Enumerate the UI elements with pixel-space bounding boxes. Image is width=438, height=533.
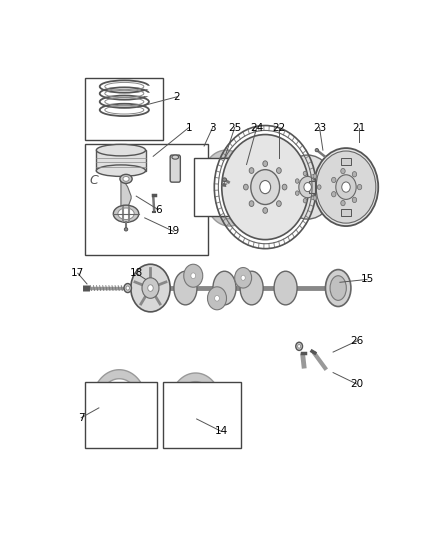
Ellipse shape — [276, 201, 281, 206]
Text: 3: 3 — [209, 123, 216, 133]
Ellipse shape — [313, 174, 317, 179]
Ellipse shape — [274, 271, 297, 305]
Ellipse shape — [235, 268, 252, 288]
Text: 22: 22 — [272, 123, 286, 133]
Text: 1: 1 — [186, 123, 192, 133]
Ellipse shape — [295, 179, 299, 183]
FancyBboxPatch shape — [170, 155, 180, 182]
Ellipse shape — [332, 177, 336, 183]
Ellipse shape — [263, 161, 268, 166]
Text: C: C — [89, 174, 98, 188]
Ellipse shape — [123, 176, 129, 181]
Ellipse shape — [249, 201, 254, 206]
FancyBboxPatch shape — [96, 150, 145, 171]
Ellipse shape — [332, 191, 336, 197]
Bar — [341, 158, 351, 165]
Ellipse shape — [317, 185, 321, 189]
Ellipse shape — [295, 191, 299, 196]
Polygon shape — [202, 150, 250, 179]
Ellipse shape — [352, 172, 357, 177]
Ellipse shape — [120, 174, 132, 183]
Ellipse shape — [244, 184, 248, 190]
Ellipse shape — [124, 228, 128, 231]
Text: 24: 24 — [250, 123, 263, 133]
Ellipse shape — [251, 169, 279, 205]
Polygon shape — [121, 179, 131, 215]
Text: 20: 20 — [350, 379, 364, 389]
Ellipse shape — [303, 198, 307, 203]
Ellipse shape — [213, 271, 236, 305]
Ellipse shape — [352, 197, 357, 203]
Bar — [163, 382, 241, 448]
Ellipse shape — [124, 284, 131, 293]
Bar — [85, 382, 156, 448]
Ellipse shape — [341, 200, 345, 206]
Ellipse shape — [357, 184, 362, 190]
Polygon shape — [170, 373, 221, 404]
Ellipse shape — [96, 165, 145, 176]
Polygon shape — [92, 414, 146, 447]
Ellipse shape — [96, 144, 145, 156]
Ellipse shape — [341, 168, 345, 174]
Ellipse shape — [336, 175, 356, 199]
Ellipse shape — [330, 276, 346, 301]
Ellipse shape — [342, 182, 350, 192]
Text: 14: 14 — [215, 426, 228, 437]
Ellipse shape — [223, 178, 226, 182]
Bar — [85, 144, 208, 255]
Ellipse shape — [313, 196, 317, 200]
Ellipse shape — [172, 155, 179, 159]
Ellipse shape — [131, 264, 170, 312]
Ellipse shape — [281, 155, 334, 219]
Ellipse shape — [263, 208, 268, 213]
Text: 6: 6 — [155, 205, 162, 215]
Ellipse shape — [148, 283, 155, 293]
Ellipse shape — [325, 270, 351, 306]
Polygon shape — [92, 370, 146, 402]
Bar — [85, 78, 163, 140]
Ellipse shape — [260, 181, 271, 193]
Ellipse shape — [316, 151, 376, 223]
Text: 26: 26 — [350, 336, 364, 346]
Polygon shape — [309, 181, 315, 193]
Ellipse shape — [241, 275, 245, 280]
Ellipse shape — [148, 285, 153, 292]
Ellipse shape — [276, 168, 281, 173]
Ellipse shape — [142, 278, 159, 298]
Ellipse shape — [174, 271, 197, 305]
Ellipse shape — [118, 208, 134, 220]
Text: 15: 15 — [360, 274, 374, 285]
Text: 2: 2 — [173, 92, 180, 102]
Polygon shape — [206, 197, 253, 226]
Ellipse shape — [314, 148, 378, 226]
Ellipse shape — [208, 287, 226, 310]
Text: 19: 19 — [167, 227, 180, 237]
Ellipse shape — [282, 184, 287, 190]
Ellipse shape — [249, 168, 254, 173]
Ellipse shape — [240, 271, 263, 305]
Ellipse shape — [191, 273, 196, 279]
Ellipse shape — [298, 344, 300, 348]
Ellipse shape — [299, 176, 317, 198]
Text: 17: 17 — [71, 268, 85, 278]
Ellipse shape — [222, 134, 309, 240]
Ellipse shape — [304, 183, 311, 191]
Ellipse shape — [303, 171, 307, 176]
Ellipse shape — [126, 286, 130, 290]
Bar — [341, 209, 351, 216]
Ellipse shape — [215, 295, 219, 301]
Text: 25: 25 — [228, 123, 241, 133]
Ellipse shape — [113, 205, 139, 222]
Ellipse shape — [296, 342, 303, 350]
Text: 23: 23 — [313, 123, 326, 133]
Ellipse shape — [184, 264, 203, 287]
Text: 21: 21 — [352, 123, 365, 133]
Ellipse shape — [315, 149, 318, 152]
Text: 18: 18 — [130, 268, 143, 278]
Polygon shape — [178, 416, 224, 443]
Text: 7: 7 — [78, 413, 85, 423]
Bar — [194, 158, 258, 216]
